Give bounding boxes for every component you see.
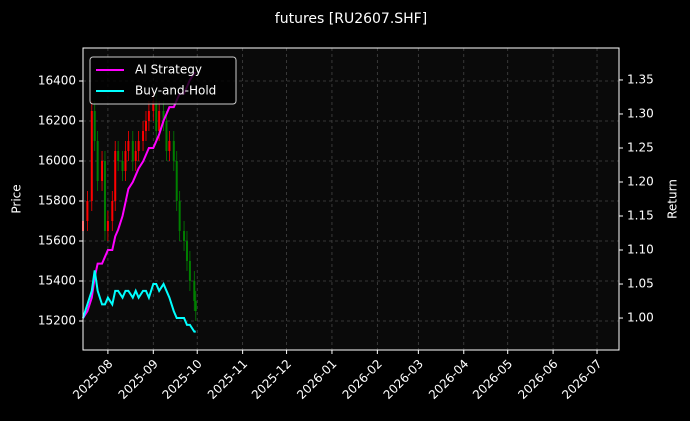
candle-body	[172, 141, 175, 161]
candle-body	[101, 161, 104, 181]
legend-box	[89, 56, 237, 105]
y-tick-label: 16000	[38, 154, 76, 168]
candle-body	[93, 111, 96, 141]
y-tick-label: 16200	[38, 114, 76, 128]
y2-axis-label: Return	[666, 179, 680, 219]
candle-body	[155, 101, 158, 131]
legend-label: AI Strategy	[135, 63, 202, 77]
plot-frame	[82, 47, 620, 351]
y-axis-label: Price	[10, 184, 24, 213]
y2-tick-label: 1.30	[627, 106, 654, 120]
candle-body	[147, 111, 150, 121]
candle-body	[168, 141, 171, 151]
candle-body	[127, 141, 130, 151]
chart-title: futures [RU2607.SHF]	[275, 11, 427, 27]
series-line	[82, 270, 196, 333]
candle-body	[162, 111, 165, 121]
y2-tick-label: 1.25	[627, 140, 654, 154]
candle-body	[193, 281, 196, 301]
candle-body	[131, 141, 134, 161]
candle-body	[185, 241, 188, 261]
y-tick-label: 15400	[38, 274, 76, 288]
y-tick-label: 15600	[38, 234, 76, 248]
legend-label: Buy-and-Hold	[135, 84, 216, 98]
candle-body	[158, 111, 161, 131]
y-tick-label: 16400	[38, 74, 76, 88]
candle-body	[194, 301, 197, 311]
candle-body	[175, 161, 178, 201]
candle-body	[137, 141, 140, 151]
candle-body	[111, 201, 114, 221]
candle-body	[134, 151, 137, 161]
candle-body	[183, 231, 186, 241]
candle-body	[144, 121, 147, 131]
y2-tick-label: 1.35	[627, 72, 654, 86]
candle-body	[188, 261, 191, 281]
candle-body	[121, 161, 124, 171]
candle-body	[124, 151, 127, 171]
y2-tick-label: 1.05	[627, 277, 654, 291]
candle-body	[90, 111, 93, 201]
candle-body	[142, 131, 145, 141]
candle-body	[152, 101, 155, 111]
y-tick-label: 15800	[38, 194, 76, 208]
candle-body	[86, 201, 89, 221]
y-tick-label: 15200	[38, 314, 76, 328]
candle-body	[178, 201, 181, 231]
candle-body	[103, 161, 106, 231]
candle-body	[106, 221, 109, 231]
candle-body	[114, 151, 117, 201]
candle-body	[96, 141, 99, 181]
y2-tick-label: 1.15	[627, 209, 654, 223]
y2-tick-label: 1.20	[627, 174, 654, 188]
y2-tick-label: 1.00	[627, 311, 654, 325]
y2-tick-label: 1.10	[627, 243, 654, 257]
candle-body	[165, 121, 168, 151]
candle-body	[117, 151, 120, 161]
